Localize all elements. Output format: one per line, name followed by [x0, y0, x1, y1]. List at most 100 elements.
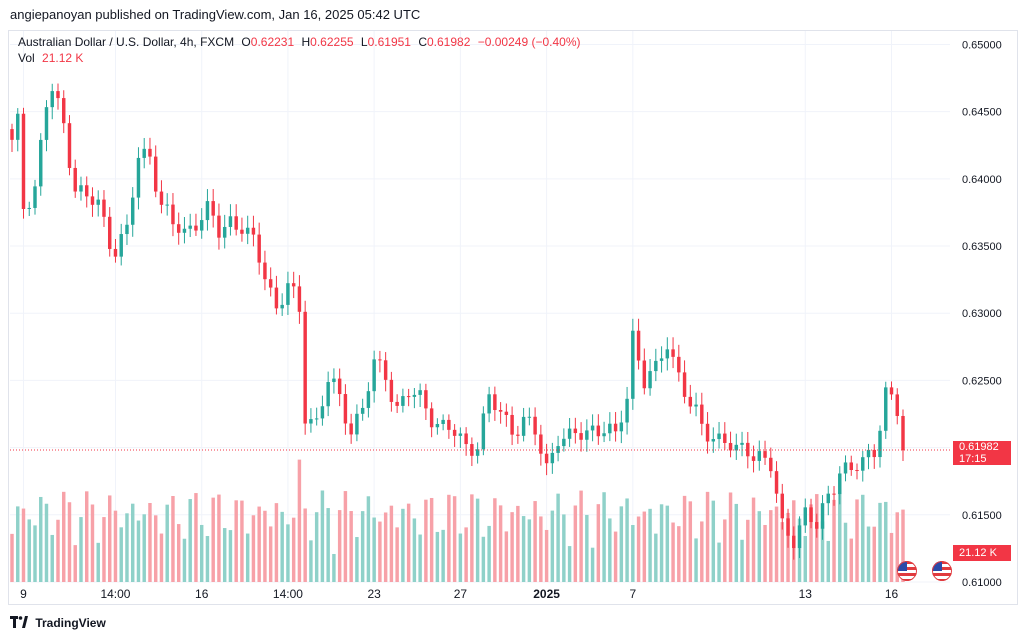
volume-bar: [464, 527, 468, 582]
volume-bar: [884, 501, 888, 582]
candle-body: [73, 167, 77, 192]
last-volume-value: 21.12 K: [959, 547, 997, 559]
candle-body: [682, 372, 687, 397]
candle-body: [746, 442, 750, 457]
candle-body: [401, 396, 405, 406]
volume-bar: [866, 526, 871, 582]
volume-bar: [832, 499, 836, 582]
volume-bar: [493, 498, 497, 582]
candle-body: [590, 425, 595, 431]
candle-body: [654, 360, 658, 372]
volume-bar: [50, 534, 54, 582]
candle-body: [510, 414, 514, 435]
volume-bar: [585, 514, 589, 582]
volume-bar: [872, 526, 876, 582]
volume-bar: [539, 516, 543, 582]
volume-bar: [355, 537, 359, 582]
candle-body: [694, 404, 698, 407]
volume-bar: [498, 505, 503, 582]
legend-symbol: Australian Dollar / U.S. Dollar, 4h, FXC…: [18, 35, 235, 49]
volume-bar: [516, 505, 520, 582]
volume-bar: [406, 503, 411, 582]
candle-body: [809, 507, 813, 523]
last-price-value: 0.61982: [959, 441, 999, 454]
candle-body: [659, 358, 664, 361]
last-price-tag: 0.61982 17:15: [953, 441, 1011, 466]
x-tick-label: 9: [20, 587, 27, 601]
volume-bar: [257, 506, 261, 582]
volume-bar: [62, 491, 66, 582]
volume-bar: [895, 512, 899, 582]
candle-body: [332, 378, 336, 383]
legend-change: −0.00249 (−0.40%): [477, 35, 581, 49]
candle-body: [291, 283, 296, 287]
candle-body: [527, 416, 532, 418]
candle-body: [872, 449, 876, 458]
candle-body: [826, 493, 830, 504]
candle-body: [786, 518, 790, 536]
volume-bar: [309, 540, 313, 582]
candle-body: [544, 453, 549, 464]
candle-body: [763, 451, 767, 458]
volume-bar: [677, 526, 681, 582]
candle-body: [378, 359, 382, 361]
candle-body: [320, 406, 325, 419]
candle-body: [171, 204, 175, 225]
candle-body: [406, 396, 411, 398]
volume-bar: [843, 522, 848, 582]
candle-body: [314, 418, 319, 420]
us-flag-icon[interactable]: [897, 561, 917, 581]
publisher-line: angiepanoyan published on TradingView.co…: [10, 7, 421, 22]
candle-body: [671, 349, 675, 357]
volume-bar: [56, 519, 60, 582]
volume-bar: [544, 529, 549, 582]
candle-body: [792, 535, 796, 549]
volume-bar: [550, 510, 555, 582]
volume-bar: [705, 491, 710, 582]
candle-body: [337, 378, 342, 395]
candle-body: [820, 503, 825, 529]
candle-body: [487, 394, 491, 414]
x-tick-label: 14:00: [100, 587, 130, 601]
candle-body: [39, 139, 43, 187]
volume-bar: [435, 531, 440, 582]
volume-bar: [332, 553, 336, 582]
candle-body: [498, 410, 503, 412]
candle-body: [475, 449, 480, 456]
candle-body: [642, 360, 647, 389]
candle-body: [636, 330, 641, 361]
volume-bar: [383, 512, 388, 582]
volume-bar: [648, 508, 652, 582]
volume-bar: [625, 498, 629, 582]
volume-bar: [389, 505, 394, 582]
volume-bar: [240, 500, 244, 582]
volume-bar: [728, 492, 733, 582]
volume-bar: [326, 508, 330, 582]
x-tick-label: 13: [799, 587, 813, 601]
volume-bar: [567, 546, 572, 582]
candle-body: [268, 279, 273, 288]
volume-bar: [372, 517, 376, 582]
volume-bar: [711, 500, 716, 582]
candle-body: [303, 311, 307, 424]
volume-bar: [780, 522, 785, 582]
y-tick-label: 0.63500: [962, 241, 1002, 253]
candle-body: [757, 451, 762, 461]
volume-bar: [855, 499, 859, 582]
chart-legend: Australian Dollar / U.S. Dollar, 4h, FXC…: [18, 34, 580, 66]
candle-body: [107, 216, 112, 249]
us-flag-icon-2[interactable]: [932, 561, 952, 581]
volume-bar: [148, 502, 152, 582]
volume-bar: [826, 540, 830, 582]
candle-body: [815, 522, 819, 529]
tradingview-logo-icon: [10, 616, 28, 628]
candle-body: [596, 425, 601, 437]
candle-body: [199, 220, 204, 231]
candle-body: [901, 415, 905, 451]
candle-body: [435, 423, 440, 428]
volume-bar: [153, 515, 158, 582]
candle-body: [884, 387, 888, 431]
top-bar: angiepanoyan published on TradingView.co…: [0, 0, 1024, 30]
volume-bar: [320, 490, 325, 582]
